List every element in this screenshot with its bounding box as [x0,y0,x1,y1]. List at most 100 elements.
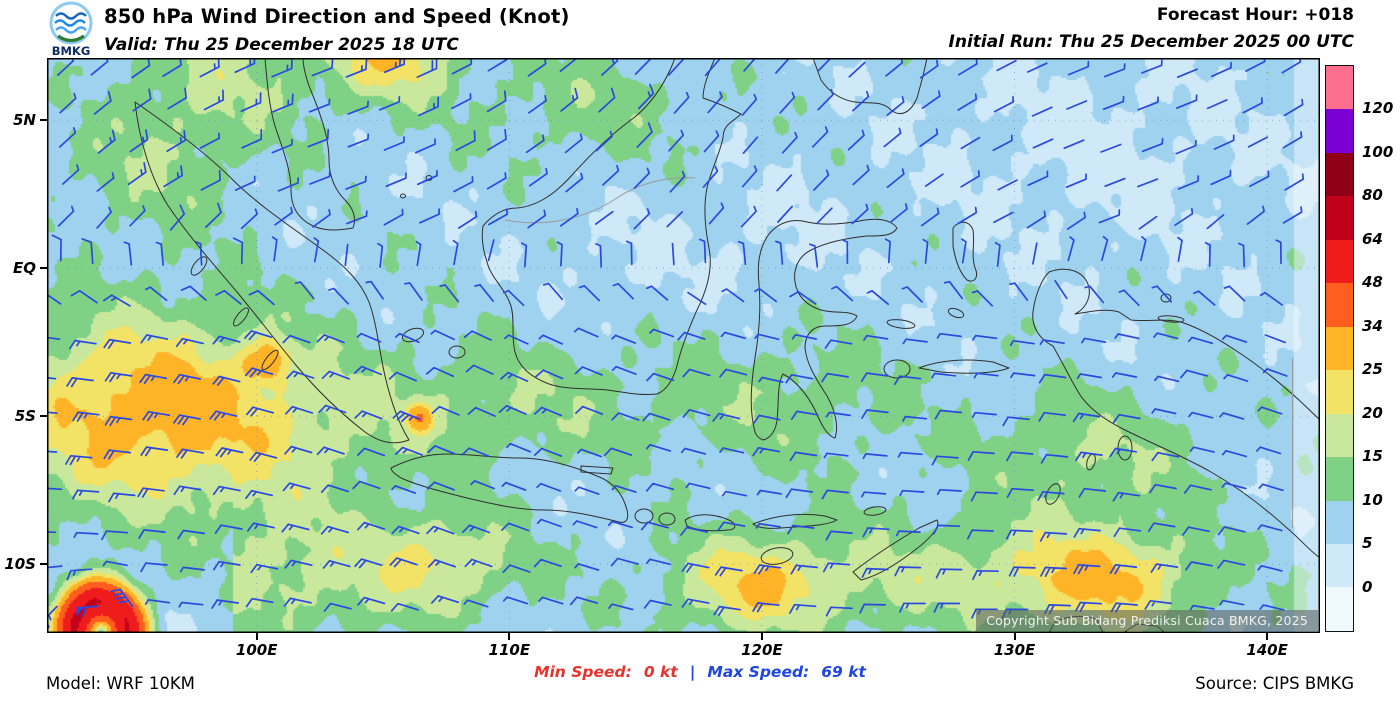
wind-barb-pennants [76,607,85,617]
wind-speed-field [47,58,1320,633]
coastline [134,101,410,444]
lon-tick [760,633,763,640]
initial-run: Initial Run: Thu 25 December 2025 00 UTC [948,32,1354,52]
legend-swatch [1326,543,1353,588]
logo-wave-3 [55,26,87,34]
island-coastline [448,345,466,359]
speed-separator: | [689,663,696,681]
lon-label: 130E [993,641,1036,659]
model-label: Model: WRF 10KM [46,674,195,693]
legend-bar [1325,65,1354,632]
legend-swatch [1326,413,1353,458]
legend: 120 100 80 64 48 34 25 20 15 10 5 0 [1325,65,1400,632]
lat-label: 5S [14,407,36,426]
legend-value: 80 [1362,186,1383,205]
wind-barbs-layer [47,58,1305,628]
legend-labels: 120 100 80 64 48 34 25 20 15 10 5 0 [1325,65,1400,630]
island-coastline [233,307,249,327]
bmkg-logo: BMKG [49,1,93,58]
coastline [750,218,898,441]
legend-swatch [1326,283,1353,327]
island-coastline [261,349,279,371]
island-coastline [658,512,676,526]
lon-label: 110E [488,641,531,659]
lat-label: 5N [13,111,36,130]
min-speed: Min Speed: 0 kt [534,663,678,681]
island-coastline [863,506,887,516]
page-title: 850 hPa Wind Direction and Speed (Knot) [104,5,570,28]
coastline [918,359,1010,374]
island-coastline [1086,453,1096,471]
wind-barbs [47,58,1305,628]
map: Copyright Sub Bidang Prediksi Cuaca BMKG… [47,58,1320,633]
lon-label: 100E [235,641,278,659]
legend-swatch [1326,152,1353,197]
legend-value: 10 [1362,490,1383,509]
lon-tick [255,633,258,640]
legend-value: 100 [1362,142,1394,161]
island-coastline [886,319,916,329]
coastline [580,465,614,475]
coastlines-layer [134,58,1320,633]
coastline [812,58,928,114]
lat-tick [40,563,47,566]
legend-swatch [1326,370,1353,414]
speed-summary: Min Speed: 0 kt | Max Speed: 69 kt [534,663,866,681]
logo-green-arc [57,34,85,43]
footer: Model: WRF 10KM Min Speed: 0 kt | Max Speed… [0,655,1400,709]
island-coastline [400,193,406,199]
max-speed-value: 69 kt [821,663,866,681]
island-coastline [760,547,794,565]
coastline [481,58,742,395]
logo-wave-2 [54,19,86,27]
logo-text: BMKG [52,44,91,58]
legend-value: 15 [1362,447,1383,466]
min-speed-label: Min Speed: [534,663,632,681]
island-coastline [1160,293,1172,303]
legend-value: 25 [1362,360,1383,379]
legend-value: 120 [1362,99,1394,118]
lat-tick [40,415,47,418]
legend-swatch [1326,326,1353,371]
island-coastline [883,359,911,379]
legend-value: 34 [1362,316,1383,335]
legend-value: 64 [1362,229,1383,248]
lon-label: 140E [1246,641,1288,659]
lon-tick [1013,633,1016,640]
lat-tick [40,119,47,122]
legend-value: 20 [1362,403,1383,422]
island-coastline [634,508,654,524]
lon-tick [508,633,511,640]
latitude-axis: 5N EQ 5S 10S [0,58,47,633]
run-info-block: Forecast Hour: +018 Initial Run: Thu 25 … [949,5,1354,52]
legend-value: 5 [1362,534,1373,553]
island-coastline [1117,435,1133,461]
copyright-overlay: Copyright Sub Bidang Prediksi Cuaca BMKG… [976,610,1318,631]
legend-value: 0 [1362,577,1373,596]
legend-swatch [1326,500,1353,544]
logo-wave-1 [55,12,87,20]
border-line [504,177,696,224]
lat-label: 10S [4,555,36,574]
max-speed-label: Max Speed: [707,663,810,681]
header: BMKG 850 hPa Wind Direction and Speed (K… [0,0,1400,58]
coastline [752,513,838,529]
min-speed-value: 0 kt [643,663,678,681]
source-label: Source: CIPS BMKG [1195,674,1354,693]
island-coastline [947,307,965,319]
coastline [1032,268,1320,559]
island-coastline [1157,315,1185,323]
coastline [264,58,356,231]
max-speed: Max Speed: 69 kt [707,663,866,681]
lon-tick [1266,633,1269,640]
legend-swatch [1326,109,1353,153]
lat-tick [40,267,47,270]
island-coastline [190,256,208,276]
map-frame [47,58,1320,633]
forecast-hour: Forecast Hour: +018 [1156,5,1354,25]
coastline [952,221,978,282]
legend-swatch [1326,587,1353,631]
longitude-axis: 100E 110E 120E 130E 140E [47,633,1320,663]
legend-value: 48 [1362,273,1383,292]
